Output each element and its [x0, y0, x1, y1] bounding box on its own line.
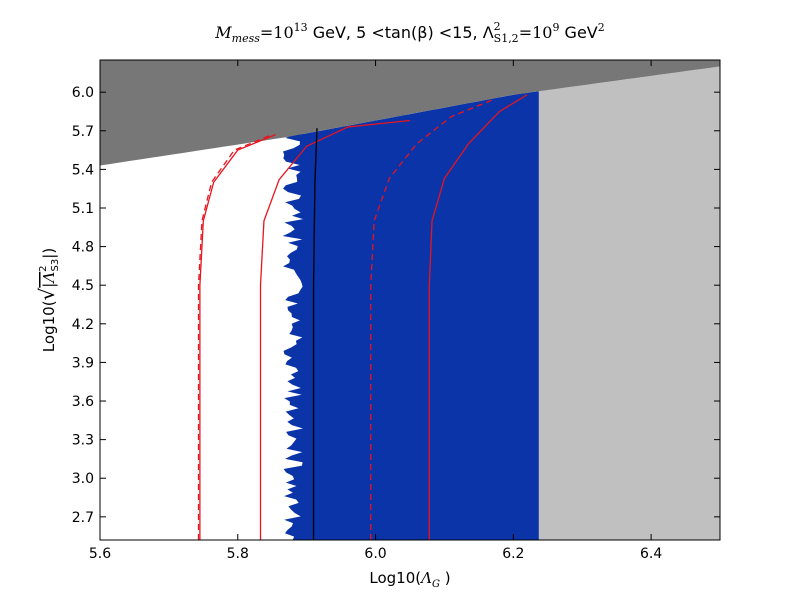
y-tick-label: 4.8	[72, 240, 94, 256]
excluded-region-dark	[100, 60, 720, 166]
y-tick-label: 5.7	[72, 124, 94, 140]
y-tick-label: 5.4	[72, 162, 94, 178]
red-dashed-contour-3	[370, 99, 493, 540]
excluded-region-light	[538, 66, 720, 540]
y-tick-label: 3.3	[72, 433, 94, 449]
red-solid-contour-0	[199, 134, 276, 540]
y-tick-label: 4.2	[72, 317, 94, 333]
chart-title: Mmess=1013 GeV, 5 <tan(β) <15, Λ2 S1,2=10…	[214, 20, 604, 45]
x-tick-label: 6.0	[364, 546, 386, 562]
red-solid-contour-4	[428, 94, 528, 540]
x-axis-label: Log10(ΛG )	[369, 569, 450, 590]
plot-area	[100, 60, 720, 540]
y-tick-label: 6.0	[72, 85, 94, 101]
y-tick-label: 5.1	[72, 201, 94, 217]
allowed-region	[282, 91, 539, 540]
x-tick-label: 5.8	[227, 546, 249, 562]
y-axis: 2.7 3.0 3.3 3.6 3.9 4.2 4.5 4.8 5.1 5.4 5.7 6.0	[72, 85, 720, 526]
x-tick-label: 5.6	[89, 546, 111, 562]
axes-frame	[99, 59, 721, 541]
x-tick-label: 6.2	[502, 546, 524, 562]
y-tick-label: 3.0	[72, 471, 94, 487]
series-layer	[197, 94, 528, 540]
y-tick-label: 4.5	[72, 278, 94, 294]
black-contour-line	[312, 128, 318, 540]
x-tick-label: 6.4	[640, 546, 662, 562]
regions-layer	[100, 60, 720, 540]
y-axis-label: Log10(√|Λ2S3|)	[35, 248, 61, 352]
y-tick-label: 3.6	[72, 394, 94, 410]
red-solid-contour-2	[259, 119, 411, 540]
y-tick-label: 2.7	[72, 510, 94, 526]
y-tick-label: 3.9	[72, 355, 94, 371]
x-axis: 5.6 5.8 6.0 6.2 6.4	[89, 60, 662, 562]
